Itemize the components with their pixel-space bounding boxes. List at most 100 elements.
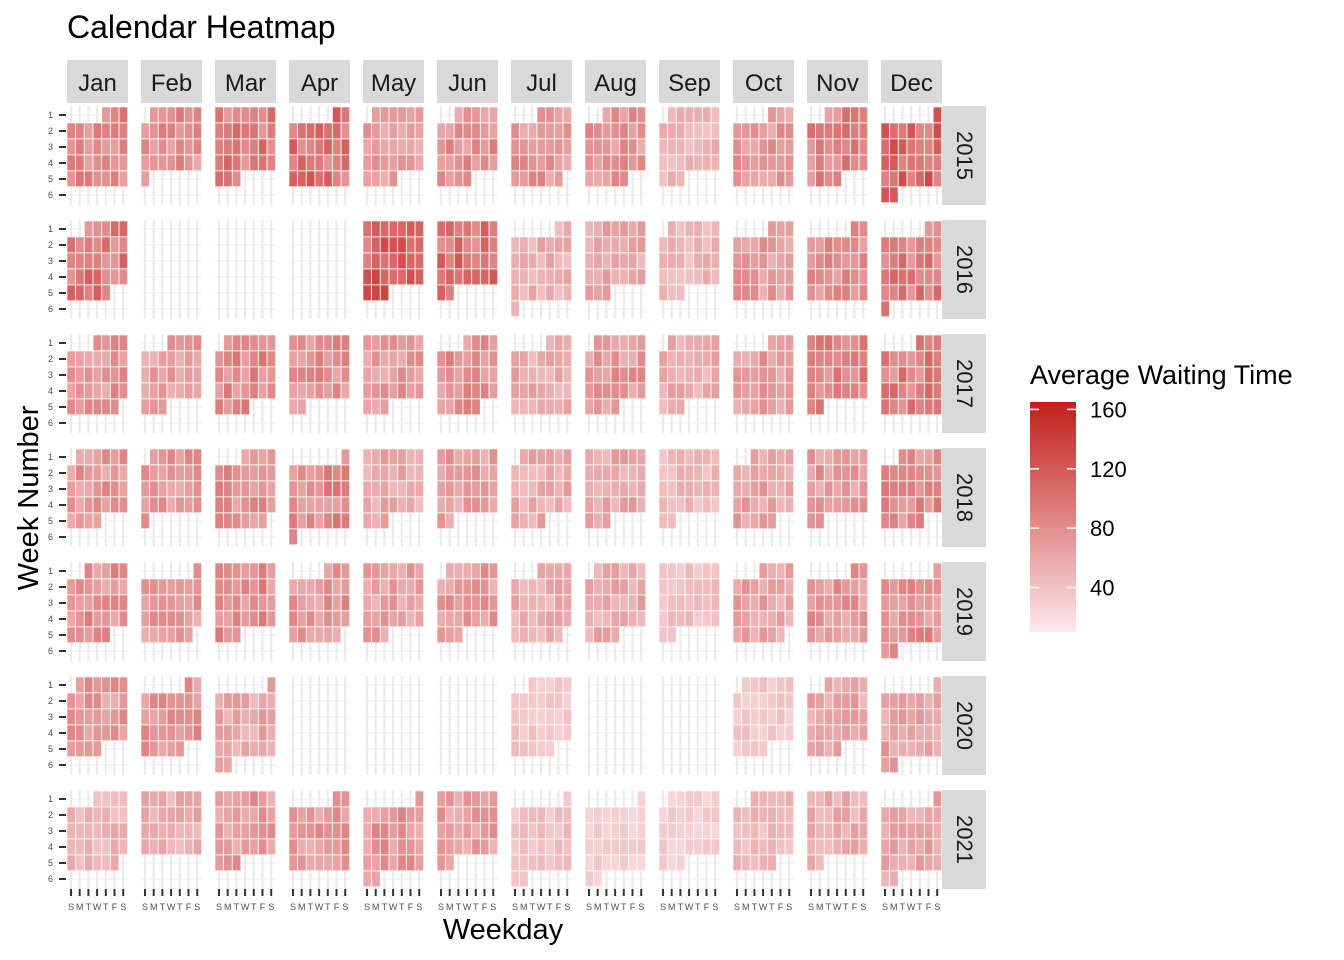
day-cell <box>214 724 224 741</box>
day-cell <box>101 838 111 855</box>
day-cell <box>323 154 333 171</box>
day-cell <box>166 790 176 807</box>
day-cell <box>436 236 446 253</box>
day-cell <box>832 284 842 301</box>
day-cell <box>554 236 564 253</box>
month-panel <box>362 562 424 661</box>
day-cell <box>784 464 794 481</box>
day-cell <box>806 578 816 595</box>
day-cell <box>510 838 520 855</box>
day-cell <box>66 610 76 627</box>
day-cell <box>832 334 842 351</box>
day-cell <box>397 154 407 171</box>
day-cell <box>584 138 594 155</box>
day-cell <box>101 106 111 123</box>
day-cell <box>184 334 194 351</box>
day-cell <box>149 398 159 415</box>
day-cell <box>462 138 472 155</box>
day-cell <box>266 448 276 465</box>
day-cell <box>584 154 594 171</box>
day-cell <box>340 838 350 855</box>
day-cell <box>323 122 333 139</box>
day-cell <box>214 626 224 643</box>
day-cell <box>702 334 712 351</box>
day-cell <box>610 626 620 643</box>
day-cell <box>850 708 860 725</box>
day-cell <box>784 480 794 497</box>
day-cell <box>667 562 677 579</box>
day-cell <box>101 154 111 171</box>
day-cell <box>750 838 760 855</box>
day-cell <box>232 626 242 643</box>
x-tick-label: S <box>290 902 296 912</box>
day-cell <box>223 692 233 709</box>
day-cell <box>488 806 498 823</box>
day-cell <box>554 562 564 579</box>
day-cell <box>140 838 150 855</box>
legend-colorbar <box>1030 402 1076 632</box>
day-cell <box>562 562 572 579</box>
day-cell <box>932 138 942 155</box>
day-cell <box>75 154 85 171</box>
day-cell <box>924 268 934 285</box>
day-cell <box>462 106 472 123</box>
day-cell <box>906 480 916 497</box>
day-cell <box>66 154 76 171</box>
day-cell <box>510 268 520 285</box>
x-tick-label: W <box>611 902 620 912</box>
day-cell <box>445 154 455 171</box>
day-cell <box>693 594 703 611</box>
day-cell <box>371 870 381 887</box>
day-cell <box>84 464 94 481</box>
day-cell <box>898 480 908 497</box>
day-cell <box>554 626 564 643</box>
day-cell <box>232 562 242 579</box>
day-cell <box>841 626 851 643</box>
day-cell <box>832 594 842 611</box>
day-cell <box>84 220 94 237</box>
day-cell <box>462 806 472 823</box>
day-cell <box>332 480 342 497</box>
day-cell <box>732 806 742 823</box>
day-cell <box>732 464 742 481</box>
day-cell <box>306 610 316 627</box>
day-cell <box>258 708 268 725</box>
day-cell <box>841 496 851 513</box>
day-cell <box>371 480 381 497</box>
day-cell <box>306 594 316 611</box>
month-panel <box>806 106 868 205</box>
day-cell <box>314 170 324 187</box>
day-cell <box>288 154 298 171</box>
day-cell <box>388 448 398 465</box>
day-cell <box>192 106 202 123</box>
day-cell <box>776 252 786 269</box>
day-cell <box>750 854 760 871</box>
day-cell <box>397 480 407 497</box>
day-cell <box>628 334 638 351</box>
day-cell <box>889 366 899 383</box>
day-cell <box>454 578 464 595</box>
day-cell <box>397 268 407 285</box>
day-cell <box>101 138 111 155</box>
x-tick-label: S <box>194 902 200 912</box>
x-tick-label: S <box>934 902 940 912</box>
day-cell <box>314 822 324 839</box>
x-tick-label: T <box>604 902 610 912</box>
day-cell <box>332 366 342 383</box>
day-cell <box>462 236 472 253</box>
day-cell <box>732 480 742 497</box>
day-cell <box>362 350 372 367</box>
day-cell <box>545 382 555 399</box>
day-cell <box>806 806 816 823</box>
day-cell <box>445 480 455 497</box>
day-cell <box>806 382 816 399</box>
day-cell <box>110 448 120 465</box>
day-cell <box>554 448 564 465</box>
day-cell <box>602 106 612 123</box>
day-cell <box>806 268 816 285</box>
day-cell <box>776 724 786 741</box>
day-cell <box>519 496 529 513</box>
day-cell <box>75 594 85 611</box>
day-cell <box>232 512 242 529</box>
day-cell <box>362 170 372 187</box>
